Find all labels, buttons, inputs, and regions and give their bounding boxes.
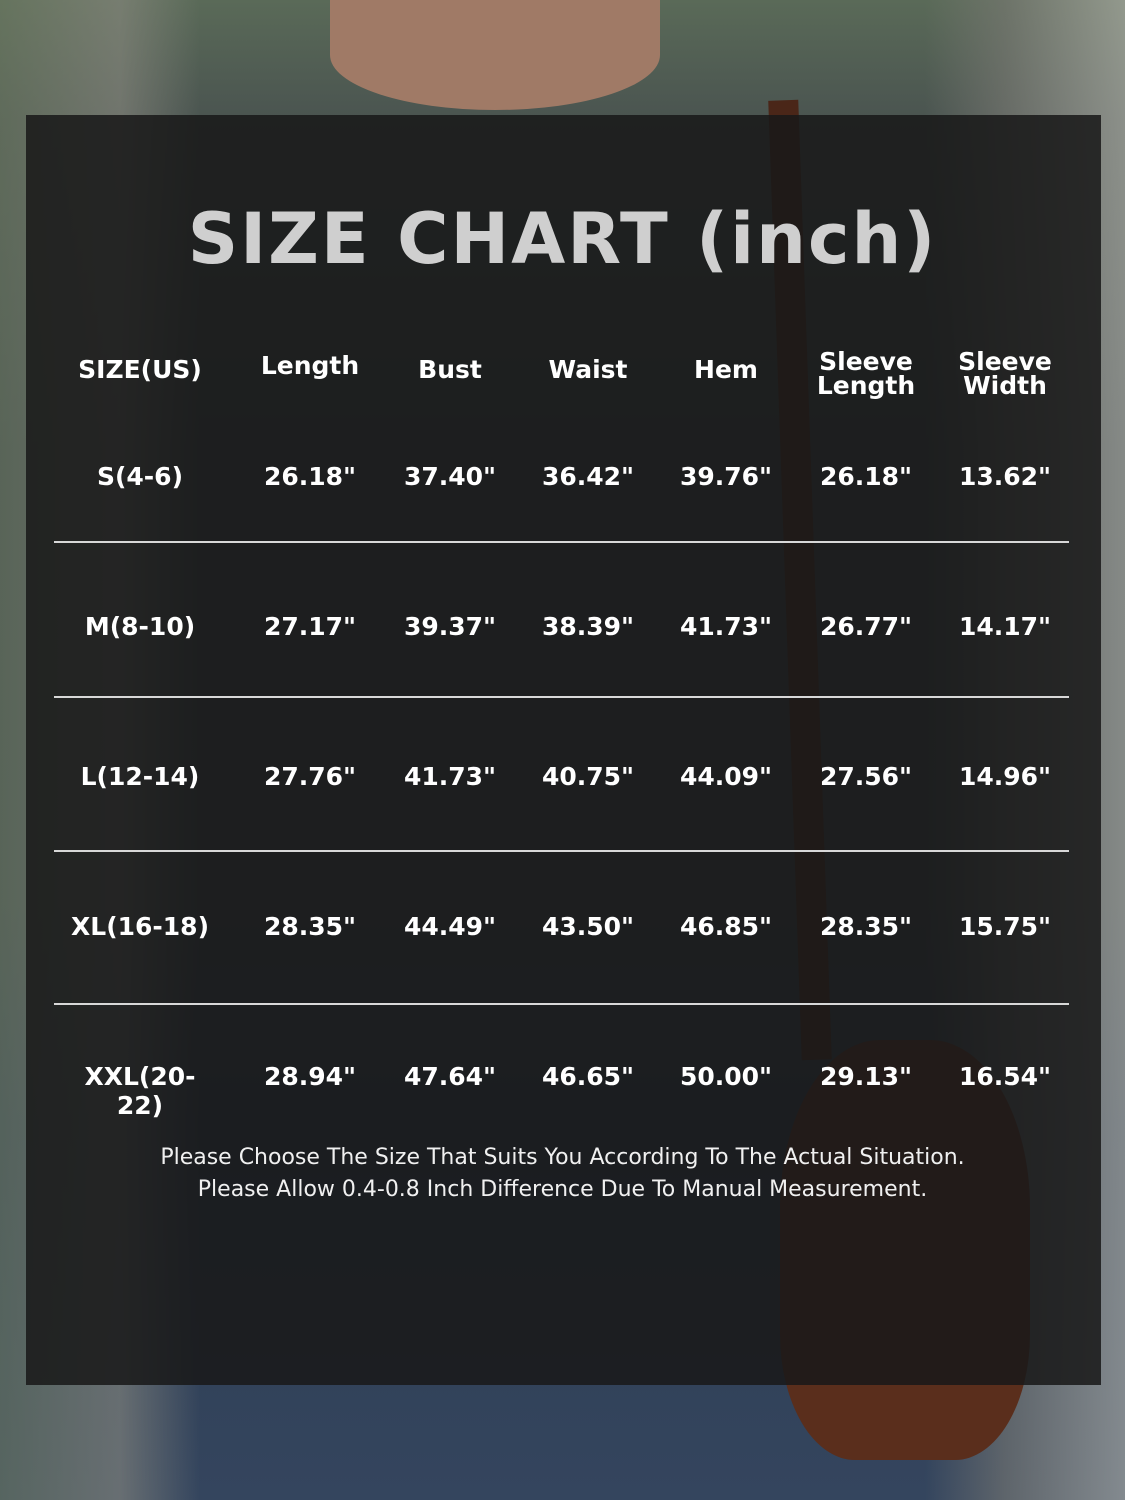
column-header: Hem xyxy=(694,355,758,384)
note-2: Please Allow 0.4-0.8 Inch Difference Due… xyxy=(197,1177,928,1202)
row-divider xyxy=(54,696,1069,698)
table-cell: 26.18" xyxy=(263,462,357,491)
size-label: M(8-10) xyxy=(84,612,196,641)
table-cell: 40.75" xyxy=(541,762,635,791)
note-1: Please Choose The Size That Suits You Ac… xyxy=(160,1145,965,1170)
column-header: Length xyxy=(260,351,360,380)
table-cell: 47.64" xyxy=(403,1062,497,1091)
table-cell: 37.40" xyxy=(403,462,497,491)
table-cell: 16.54" xyxy=(958,1062,1052,1091)
table-cell: 27.56" xyxy=(819,762,913,791)
table-cell: 44.49" xyxy=(403,912,497,941)
table-cell: 14.17" xyxy=(958,612,1052,641)
model-face xyxy=(330,0,660,110)
table-cell: 15.75" xyxy=(958,912,1052,941)
row-divider xyxy=(54,541,1069,543)
row-divider xyxy=(54,1003,1069,1005)
size-label: XL(16-18) xyxy=(70,912,209,941)
table-cell: 38.39" xyxy=(541,612,635,641)
table-cell: 13.62" xyxy=(958,462,1052,491)
table-cell: 41.73" xyxy=(403,762,497,791)
column-header: Sleeve Length xyxy=(816,347,916,400)
table-cell: 28.35" xyxy=(819,912,913,941)
column-header: Waist xyxy=(548,355,628,384)
table-cell: 14.96" xyxy=(958,762,1052,791)
table-cell: 39.76" xyxy=(679,462,773,491)
chart-title: SIZE CHART (inch) xyxy=(187,198,938,280)
table-cell: 44.09" xyxy=(679,762,773,791)
table-cell: 50.00" xyxy=(679,1062,773,1091)
size-label: XXL(20-22) xyxy=(84,1062,196,1120)
table-cell: 36.42" xyxy=(541,462,635,491)
size-chart-panel xyxy=(26,115,1101,1385)
table-cell: 46.65" xyxy=(541,1062,635,1091)
table-cell: 26.77" xyxy=(819,612,913,641)
size-label: S(4-6) xyxy=(96,462,184,491)
column-header: Bust xyxy=(418,355,482,384)
table-cell: 41.73" xyxy=(679,612,773,641)
table-cell: 46.85" xyxy=(679,912,773,941)
table-cell: 43.50" xyxy=(541,912,635,941)
column-header: SIZE(US) xyxy=(78,355,202,384)
column-header: Sleeve Width xyxy=(958,347,1052,400)
table-cell: 27.76" xyxy=(263,762,357,791)
table-cell: 29.13" xyxy=(819,1062,913,1091)
row-divider xyxy=(54,850,1069,852)
table-cell: 28.94" xyxy=(263,1062,357,1091)
table-cell: 39.37" xyxy=(403,612,497,641)
table-cell: 27.17" xyxy=(263,612,357,641)
size-label: L(12-14) xyxy=(80,762,200,791)
table-cell: 26.18" xyxy=(819,462,913,491)
table-cell: 28.35" xyxy=(263,912,357,941)
